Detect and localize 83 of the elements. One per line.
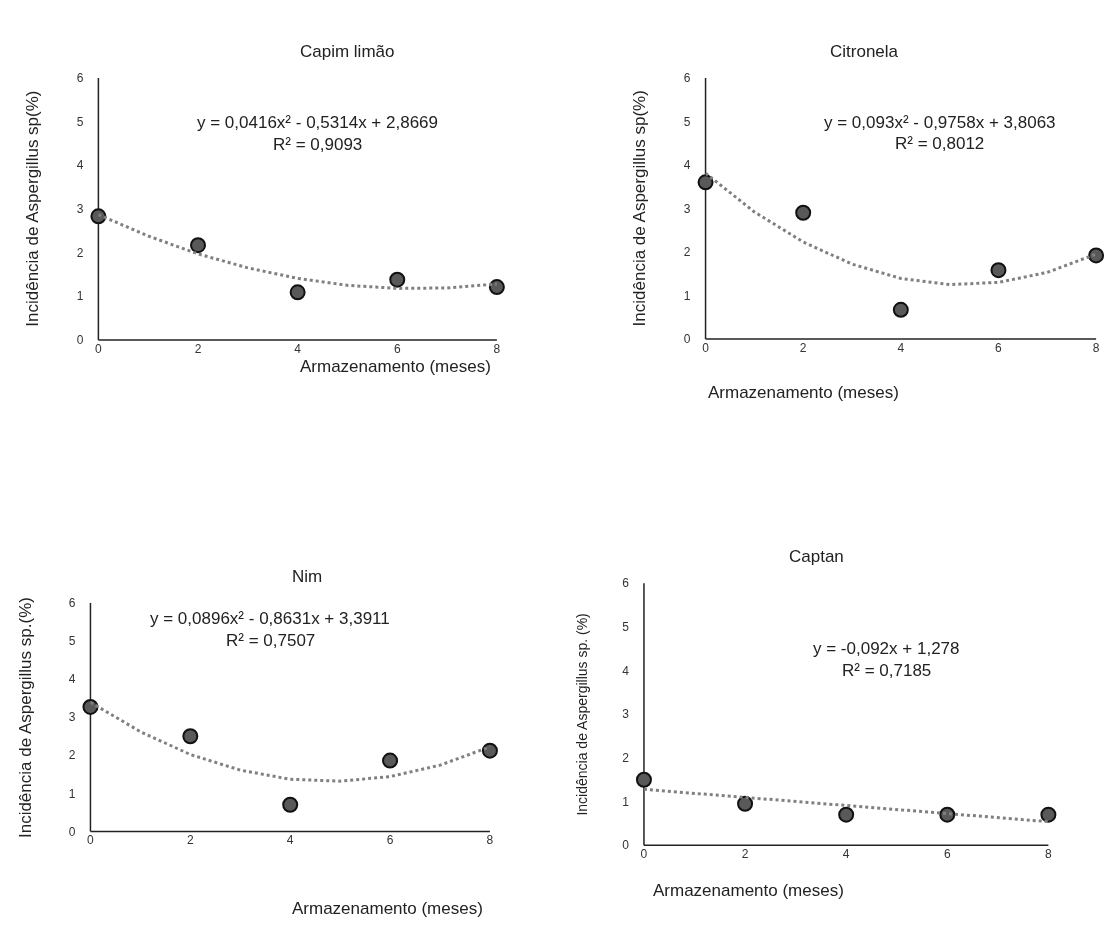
y-tick-label: 1	[683, 288, 691, 303]
point	[697, 174, 714, 191]
annotation: R² = 0,8012	[895, 134, 985, 153]
y-tick-label: 3	[76, 202, 84, 217]
x-tick-label: 4	[294, 341, 302, 356]
annotation: R² = 0,7507	[226, 631, 316, 650]
y-axis-title: Incidência de Aspergillus sp(%)	[629, 90, 649, 327]
x-tick-label: 0	[702, 340, 710, 355]
y-axis-title: Incidência de Aspergillus sp.(%)	[15, 597, 35, 839]
y-tick-label: 6	[622, 576, 630, 591]
x-tick-label: 2	[194, 341, 202, 356]
y-tick-label: 4	[683, 158, 691, 173]
point	[190, 237, 207, 254]
x-tick-label: 0	[95, 341, 103, 356]
x-tick-label: 8	[493, 341, 501, 356]
x-tick-label: 8	[486, 833, 494, 848]
point	[389, 271, 406, 288]
point	[990, 262, 1007, 279]
y-axis-title: Incidência de Aspergillus sp. (%)	[574, 613, 591, 816]
chart-title: Nim	[292, 567, 323, 586]
y-tick-label: 3	[683, 201, 691, 216]
point	[382, 752, 399, 769]
x-axis-title: Armazenamento (meses)	[653, 881, 844, 900]
x-tick-label: 6	[943, 847, 951, 862]
x-tick-label: 2	[799, 340, 807, 355]
y-axis-title: Incidência de Aspergillus sp(%)	[22, 90, 42, 327]
y-tick-label: 4	[622, 663, 630, 678]
point	[1040, 806, 1057, 823]
x-tick-label: 4	[897, 340, 905, 355]
x-axis-title: Armazenamento (meses)	[300, 357, 491, 376]
point	[838, 806, 855, 823]
annotation: y = 0,0896x² - 0,8631x + 3,3911	[150, 609, 390, 628]
y-tick-label: 5	[68, 634, 76, 649]
point	[481, 742, 498, 759]
y-tick-label: 5	[683, 114, 691, 129]
point	[892, 301, 909, 318]
annotation: y = 0,0416x² - 0,5314x + 2,8669	[197, 113, 439, 132]
annotation: y = 0,093x² - 0,9758x + 3,8063	[824, 113, 1056, 132]
x-tick-label: 4	[286, 833, 294, 848]
x-tick-label: 2	[186, 833, 194, 848]
y-tick-label: 4	[76, 158, 84, 173]
x-tick-label: 8	[1092, 340, 1100, 355]
point	[488, 279, 505, 296]
annotation: R² = 0,9093	[273, 135, 363, 154]
y-tick-label: 6	[683, 71, 691, 86]
point	[1088, 247, 1105, 264]
point	[635, 771, 652, 788]
x-tick-label: 6	[393, 341, 401, 356]
y-tick-label: 6	[76, 71, 84, 86]
x-tick-label: 0	[87, 833, 95, 848]
x-tick-label: 2	[741, 847, 749, 862]
point	[289, 284, 306, 301]
point	[82, 698, 99, 715]
y-tick-label: 2	[68, 748, 76, 763]
point	[90, 208, 107, 225]
chart-title: Citronela	[830, 42, 899, 61]
point	[282, 796, 299, 813]
x-tick-label: 6	[995, 340, 1003, 355]
annotation: R² = 0,7185	[842, 661, 932, 680]
y-tick-label: 5	[622, 620, 630, 635]
y-tick-label: 5	[76, 114, 84, 129]
chart-title: Capim limão	[300, 42, 395, 61]
x-tick-label: 6	[386, 833, 394, 848]
y-tick-label: 1	[622, 794, 630, 809]
y-tick-label: 6	[68, 596, 76, 611]
y-tick-label: 1	[68, 786, 76, 801]
y-tick-label: 4	[68, 672, 76, 687]
chart-title: Captan	[789, 547, 844, 566]
y-tick-label: 2	[622, 751, 630, 766]
x-tick-label: 4	[842, 847, 850, 862]
x-tick-label: 0	[640, 847, 648, 862]
point	[795, 204, 812, 221]
point	[737, 795, 754, 812]
y-tick-label: 3	[622, 707, 630, 722]
y-tick-label: 1	[76, 289, 84, 304]
x-tick-label: 8	[1045, 847, 1053, 862]
y-tick-label: 2	[76, 245, 84, 260]
point	[182, 728, 199, 745]
x-axis-title: Armazenamento (meses)	[708, 383, 899, 402]
y-tick-label: 2	[683, 245, 691, 260]
annotation: y = -0,092x + 1,278	[813, 639, 960, 658]
x-axis-title: Armazenamento (meses)	[292, 899, 483, 918]
y-tick-label: 3	[68, 710, 76, 725]
